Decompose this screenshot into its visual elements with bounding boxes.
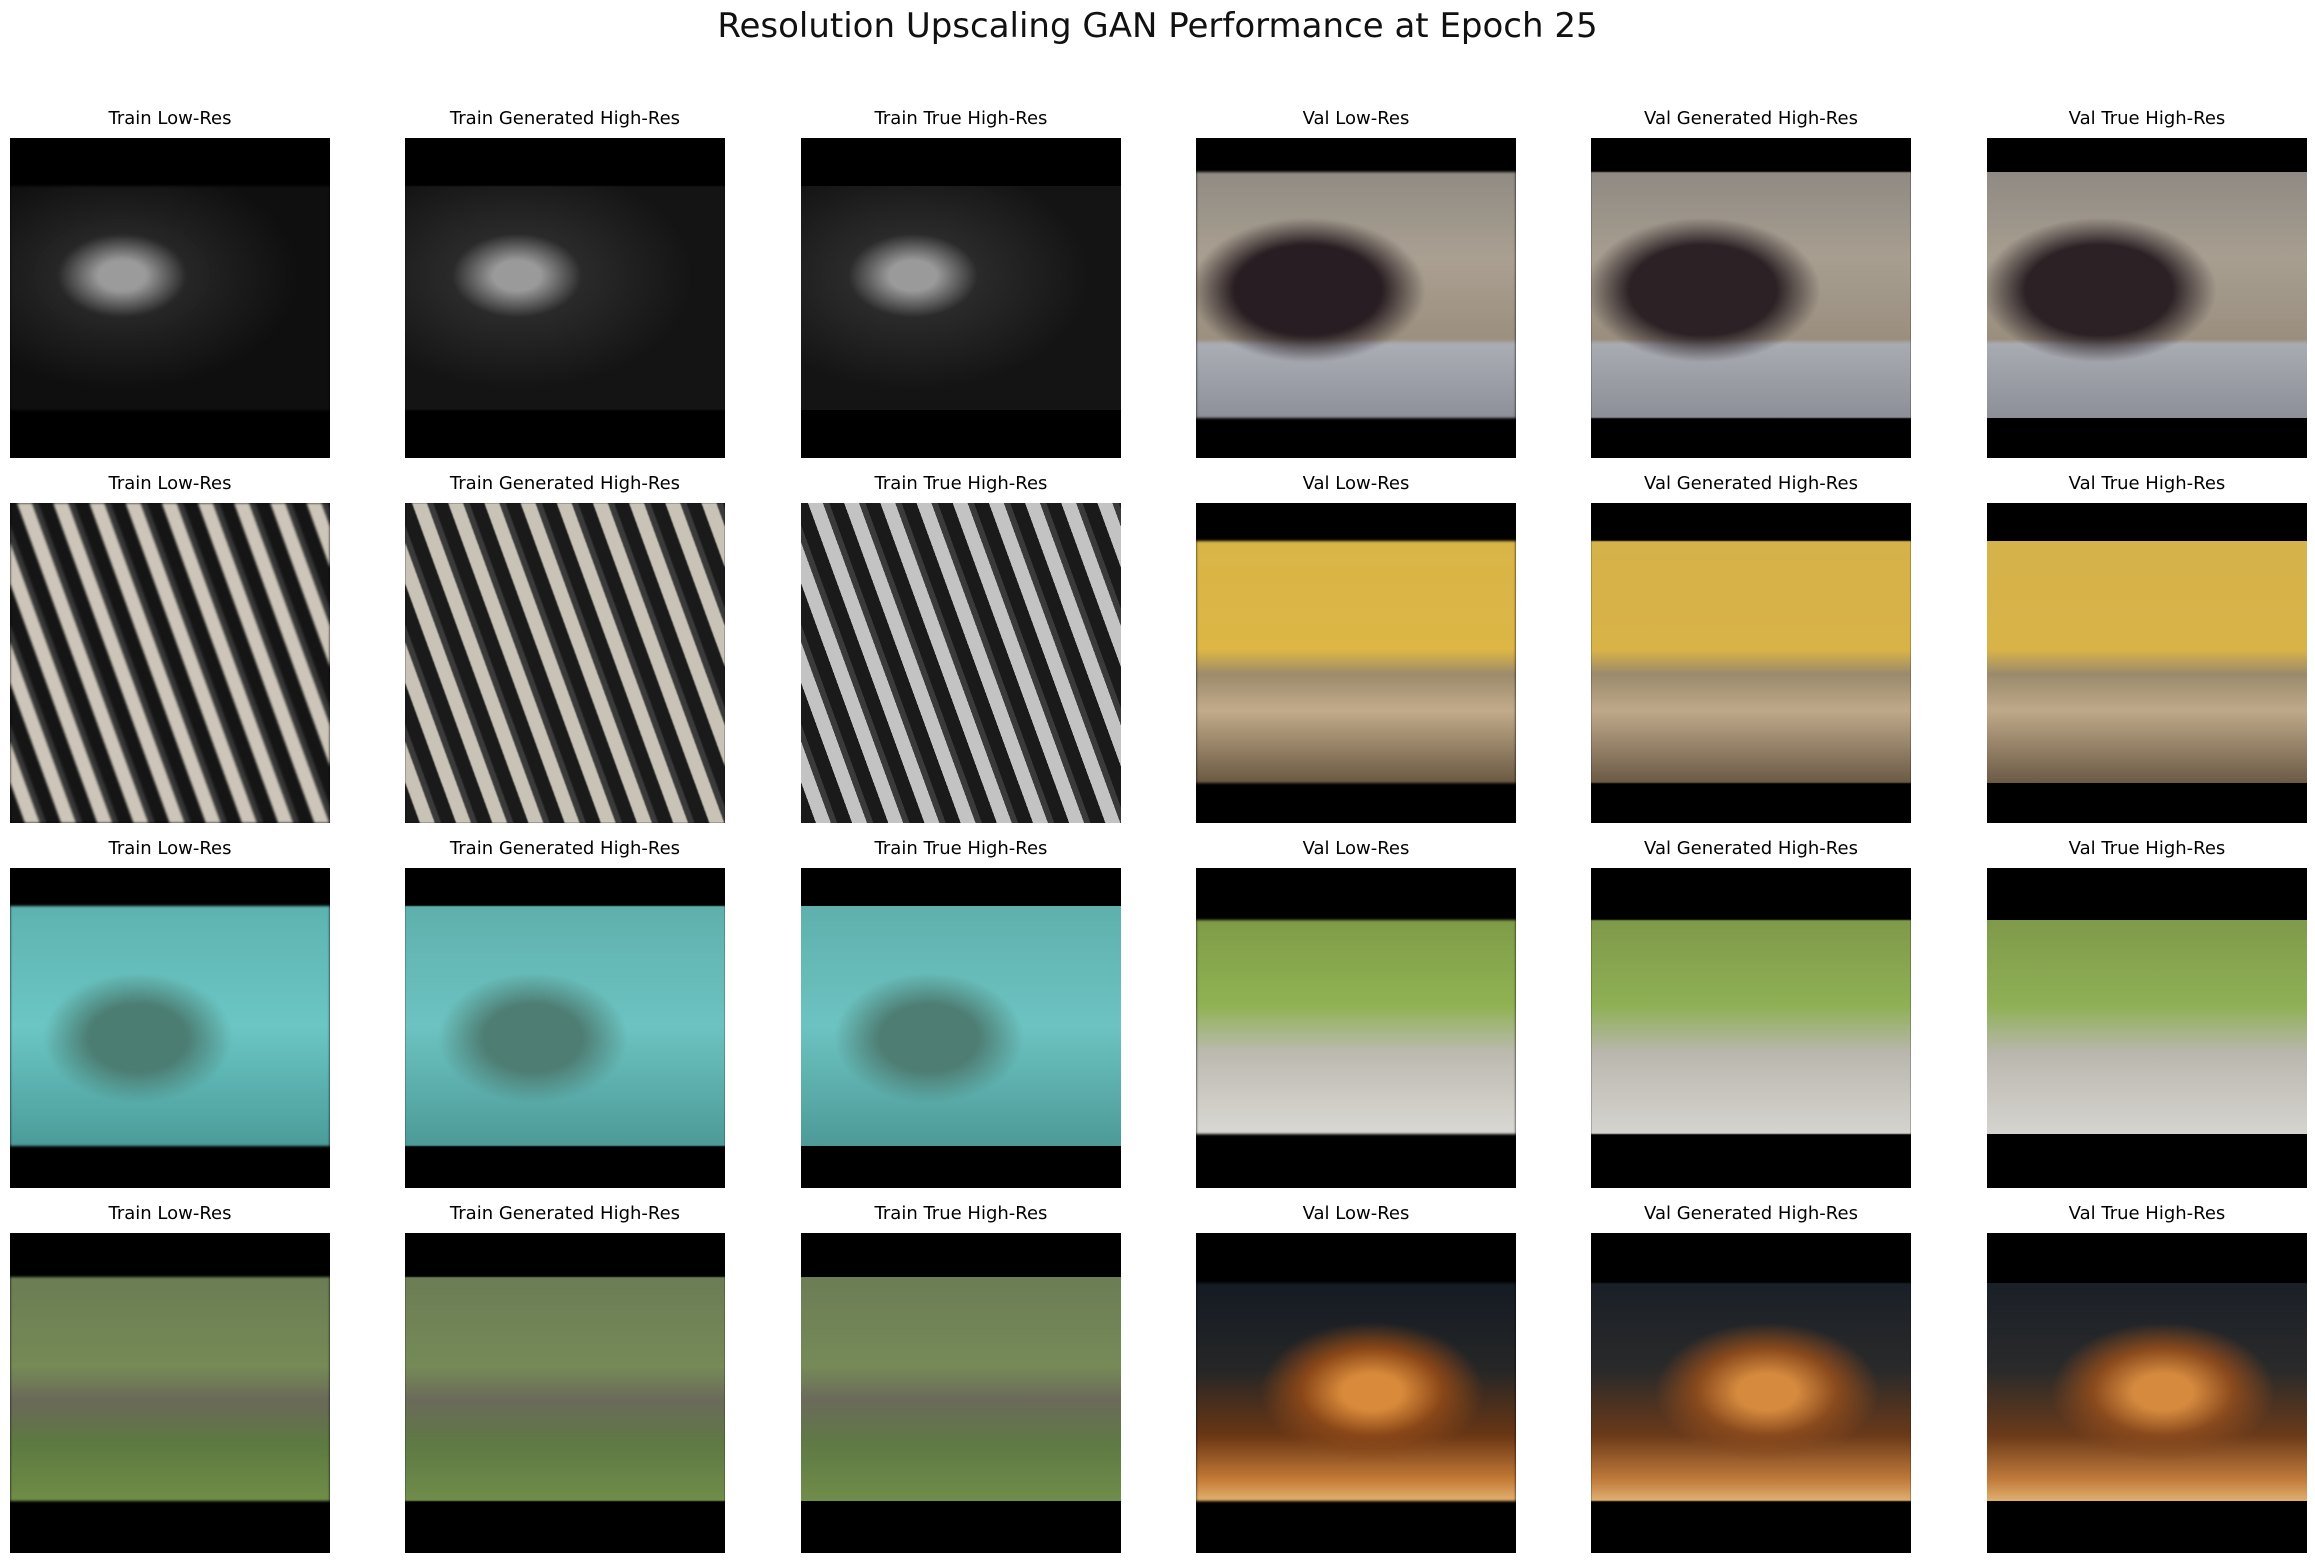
panel-title: Val True High-Res <box>2068 108 2226 129</box>
photo-badger <box>801 1277 1121 1501</box>
panel-image <box>1196 138 1516 458</box>
panel-image <box>1591 138 1911 458</box>
photo-lobster <box>1196 1283 1516 1501</box>
panel-image <box>801 503 1121 823</box>
panel-image <box>1196 868 1516 1188</box>
photo-dog <box>1987 172 2307 418</box>
panel-title: Train Generated High-Res <box>449 108 681 129</box>
panel-title: Val Generated High-Res <box>1644 473 1858 494</box>
panel-image <box>10 503 330 823</box>
photo-lobster <box>1591 1283 1911 1501</box>
photo-lobster <box>1987 1283 2307 1501</box>
panel-title: Train Low-Res <box>108 473 232 494</box>
panel-title: Train True High-Res <box>874 108 1048 129</box>
panel-title: Val Generated High-Res <box>1644 838 1858 859</box>
panel-title: Val Low-Res <box>1302 108 1410 129</box>
panel-image <box>405 138 725 458</box>
panel-image <box>1987 503 2307 823</box>
panel-image <box>405 1233 725 1553</box>
panel-title: Val Low-Res <box>1302 1203 1410 1224</box>
panel-title: Train True High-Res <box>874 473 1048 494</box>
panel-image <box>801 868 1121 1188</box>
panel-title: Val True High-Res <box>2068 473 2226 494</box>
photo-kitchen <box>1196 541 1516 783</box>
panel-image <box>1196 503 1516 823</box>
panel-title: Val True High-Res <box>2068 1203 2226 1224</box>
panel-title: Train Generated High-Res <box>449 473 681 494</box>
photo-fish <box>10 906 330 1146</box>
panel-image <box>1987 868 2307 1188</box>
photo-jazz <box>801 186 1121 410</box>
panel-title: Train True High-Res <box>874 1203 1048 1224</box>
photo-snake <box>1591 920 1911 1134</box>
photo-cat <box>10 503 330 823</box>
panel-title: Val Generated High-Res <box>1644 1203 1858 1224</box>
panel-image <box>801 1233 1121 1553</box>
photo-badger <box>10 1277 330 1501</box>
photo-cat <box>801 503 1121 823</box>
photo-kitchen <box>1591 541 1911 783</box>
panel-image <box>1987 1233 2307 1553</box>
panel-image <box>1196 1233 1516 1553</box>
photo-badger <box>405 1277 725 1501</box>
panel-title: Val Generated High-Res <box>1644 108 1858 129</box>
photo-jazz <box>10 186 330 410</box>
panel-title: Val Low-Res <box>1302 838 1410 859</box>
photo-kitchen <box>1987 541 2307 783</box>
panel-title: Train True High-Res <box>874 838 1048 859</box>
panel-image <box>10 138 330 458</box>
panel-title: Train Generated High-Res <box>449 1203 681 1224</box>
photo-cat <box>405 503 725 823</box>
photo-jazz <box>405 186 725 410</box>
panel-image <box>10 868 330 1188</box>
photo-dog <box>1591 172 1911 418</box>
panel-image <box>1591 868 1911 1188</box>
panel-image <box>1987 138 2307 458</box>
panel-image <box>405 868 725 1188</box>
panel-image <box>801 138 1121 458</box>
panel-title: Val Low-Res <box>1302 473 1410 494</box>
panel-image <box>405 503 725 823</box>
panel-title: Train Low-Res <box>108 108 232 129</box>
panel-title: Train Generated High-Res <box>449 838 681 859</box>
photo-snake <box>1987 920 2307 1134</box>
photo-dog <box>1196 172 1516 418</box>
panel-image <box>10 1233 330 1553</box>
figure-title: Resolution Upscaling GAN Performance at … <box>717 6 1598 46</box>
photo-fish <box>801 906 1121 1146</box>
panel-image <box>1591 503 1911 823</box>
panel-title: Train Low-Res <box>108 1203 232 1224</box>
panel-title: Train Low-Res <box>108 838 232 859</box>
panel-image <box>1591 1233 1911 1553</box>
photo-fish <box>405 906 725 1146</box>
photo-snake <box>1196 920 1516 1134</box>
panel-title: Val True High-Res <box>2068 838 2226 859</box>
